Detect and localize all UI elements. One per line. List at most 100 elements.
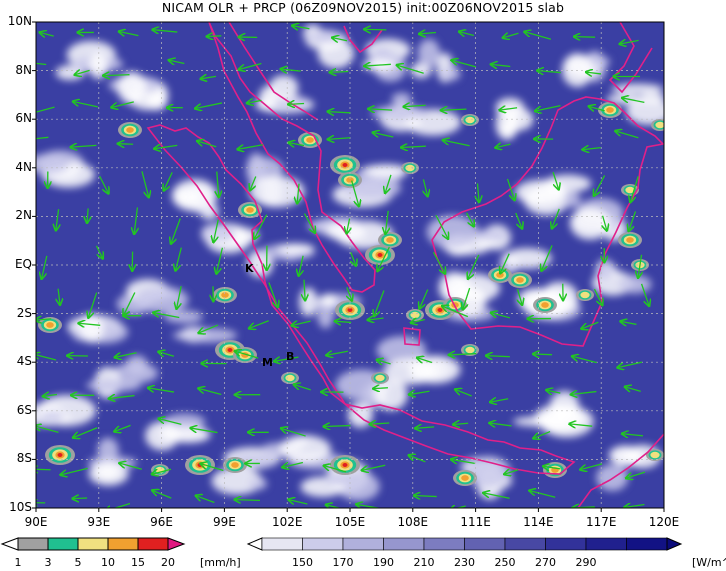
wind-arrow bbox=[141, 171, 149, 197]
precip-colorbar-swatch bbox=[47, 537, 79, 551]
cloud-patch bbox=[466, 456, 511, 488]
olr-colorbar-swatch bbox=[342, 537, 384, 551]
precip-cell-extreme bbox=[377, 253, 383, 257]
wind-arrow bbox=[249, 320, 269, 329]
cloud-patch bbox=[611, 83, 664, 95]
wind-arrow bbox=[73, 101, 98, 108]
precip-cell-light bbox=[511, 9, 529, 21]
wind-arrow bbox=[583, 148, 601, 150]
wind-arrow bbox=[640, 283, 650, 306]
wind-arrow bbox=[294, 385, 311, 391]
wind-arrow bbox=[177, 285, 182, 308]
wind-arrow bbox=[36, 469, 51, 470]
precip-cell-intense bbox=[541, 302, 549, 308]
wind-arrow bbox=[324, 466, 347, 473]
olr-tick-label: 230 bbox=[454, 556, 475, 569]
wind-arrow bbox=[153, 30, 178, 32]
cloud-patch bbox=[408, 355, 461, 384]
cloud-patch bbox=[515, 179, 567, 205]
wind-arrow bbox=[289, 500, 308, 504]
olr-tick-label: 210 bbox=[413, 556, 435, 569]
wind-arrow bbox=[463, 287, 471, 309]
wind-arrow bbox=[423, 179, 427, 196]
wind-arrow bbox=[397, 65, 424, 74]
sulawesi-coast bbox=[577, 433, 664, 508]
wind-arrow bbox=[112, 101, 134, 108]
wind-arrow bbox=[198, 388, 222, 396]
wind-arrow bbox=[477, 183, 479, 201]
wind-arrow bbox=[281, 428, 306, 437]
cloud-patch bbox=[561, 53, 593, 88]
lon-label: 93E bbox=[87, 515, 111, 529]
wind-arrow bbox=[235, 351, 259, 359]
precip-cell-heavy bbox=[285, 374, 295, 382]
lat-label: 4N bbox=[15, 159, 32, 174]
cloud-patch bbox=[36, 153, 70, 175]
wind-arrow bbox=[378, 246, 390, 271]
olr-tick-label: 190 bbox=[373, 556, 394, 569]
wind-arrow bbox=[153, 313, 180, 319]
wind-arrow bbox=[197, 141, 217, 148]
precip-cell-intense bbox=[626, 237, 634, 243]
precip-cell-intense bbox=[606, 107, 614, 113]
wind-arrow bbox=[385, 174, 392, 193]
cloud-patch bbox=[441, 66, 461, 81]
wind-arrow bbox=[546, 390, 561, 393]
precip-cell-moderate bbox=[514, 10, 527, 19]
wind-arrow bbox=[552, 171, 559, 189]
cloud-patch bbox=[164, 310, 203, 324]
wind-arrow bbox=[455, 389, 472, 397]
precip-tick-label: 1 bbox=[14, 556, 22, 569]
lat-label: 6S bbox=[16, 402, 32, 417]
wind-arrow bbox=[40, 32, 54, 36]
precip-cell-heavy bbox=[650, 451, 660, 459]
wind-arrow bbox=[217, 171, 219, 197]
olr-tick-label: 150 bbox=[292, 556, 313, 569]
precip-tick-label: 5 bbox=[74, 556, 82, 569]
precip-tick-label: 15 bbox=[131, 556, 145, 569]
wind-arrow bbox=[324, 426, 351, 427]
wind-arrow bbox=[201, 76, 217, 78]
olr-colorbar-swatch bbox=[261, 537, 303, 551]
wind-arrow bbox=[417, 358, 433, 363]
wind-arrow bbox=[281, 69, 301, 71]
precip-cell-intense bbox=[306, 137, 314, 143]
lon-label: 111E bbox=[460, 515, 491, 529]
wind-arrow bbox=[552, 208, 560, 228]
lat-label: 8S bbox=[16, 451, 32, 466]
cloud-patch bbox=[391, 92, 412, 106]
olr-tick-label: 250 bbox=[494, 556, 516, 569]
wind-arrow bbox=[42, 255, 48, 279]
wind-arrow bbox=[299, 255, 303, 276]
wind-arrow bbox=[626, 471, 646, 478]
wind-arrow bbox=[618, 361, 643, 367]
wind-arrow bbox=[624, 505, 645, 508]
wind-arrow bbox=[368, 109, 393, 110]
cloud-patch bbox=[317, 38, 355, 69]
precip-colorbar-left-cap bbox=[0, 537, 19, 551]
wind-arrow bbox=[593, 288, 602, 305]
precip-cell-heavy bbox=[580, 291, 590, 299]
olr-colorbar-left-cap bbox=[246, 537, 263, 551]
cloud-patch bbox=[319, 293, 338, 307]
wind-arrow bbox=[529, 491, 556, 498]
cloud-patch bbox=[172, 187, 201, 207]
lon-label: 108E bbox=[397, 515, 429, 529]
precip-cell-intense bbox=[461, 475, 469, 481]
olr-tick-label: 270 bbox=[535, 556, 556, 569]
wind-arrow bbox=[175, 247, 182, 271]
precip-cell-extreme bbox=[437, 308, 443, 312]
wind-arrow bbox=[466, 212, 474, 226]
cloud-patch bbox=[595, 258, 615, 281]
wind-arrow bbox=[297, 183, 299, 204]
lat-label: 10N bbox=[7, 14, 32, 28]
wind-arrow bbox=[630, 176, 639, 202]
wind-arrow bbox=[292, 26, 310, 29]
wind-arrow bbox=[326, 351, 349, 355]
wind-arrow bbox=[347, 218, 350, 233]
olr-cloud-field bbox=[36, 24, 664, 501]
malay-peninsula-west-coast bbox=[228, 22, 319, 121]
wind-arrow bbox=[435, 214, 448, 238]
precip-cell-intense bbox=[516, 277, 524, 283]
wind-arrow bbox=[75, 70, 90, 74]
